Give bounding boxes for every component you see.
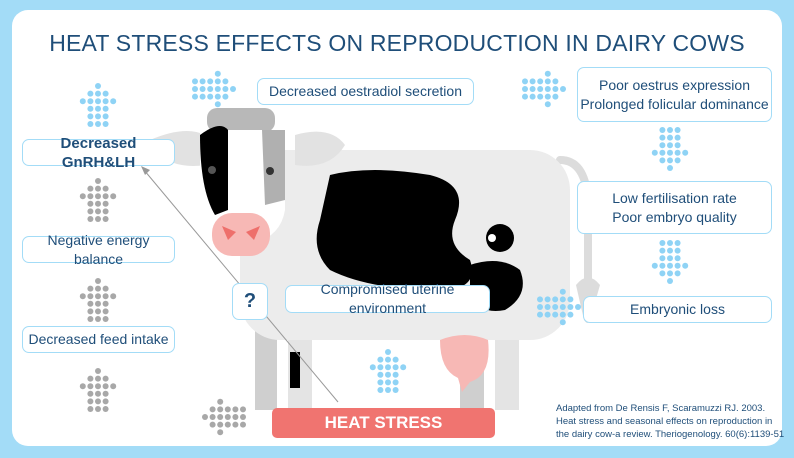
heat-stress-banner: HEAT STRESS [272, 408, 495, 438]
box-label: Compromised uterine environment [320, 281, 455, 316]
box-decreased-gnrh-lh: Decreased GnRH&LH [22, 135, 175, 171]
box-label: Embryonic loss [630, 301, 725, 317]
citation-line: Heat stress and seasonal effects on repr… [556, 416, 773, 427]
dotted-arrow-down-icon [651, 240, 689, 284]
dotted-arrow-up-icon [369, 349, 407, 393]
citation-line: Adapted from De Rensis F, Scaramuzzi RJ.… [556, 403, 766, 414]
citation-line: the dairy cow-a review. Theriogenology. … [556, 429, 785, 440]
box-poor-oestrus: Poor oestrus expression Prolonged folicul… [577, 67, 772, 122]
dotted-arrow-down-icon [651, 127, 689, 171]
box-label: Decreased oestradiol secretion [269, 83, 462, 99]
box-negative-energy: Negative energy balance [22, 232, 175, 267]
box-low-fertilisation: Low fertilisation rate Poor embryo qualit… [577, 181, 772, 234]
page-title: HEAT STRESS EFFECTS ON REPRODUCTION IN D… [49, 30, 745, 56]
dotted-arrow-right-icon [192, 70, 236, 108]
question-box: ? [232, 283, 268, 320]
dotted-arrow-right-icon [537, 288, 581, 326]
box-label: Poor oestrus expression [599, 76, 750, 93]
box-compromised-uterine: Compromised uterine environment [285, 281, 490, 316]
box-label: Poor embryo quality [612, 208, 737, 225]
box-embryonic-loss: Embryonic loss [583, 296, 772, 323]
box-label: Negative energy balance [47, 231, 150, 267]
citation: Adapted from De Rensis F, Scaramuzzi RJ.… [556, 402, 784, 441]
box-label: Prolonged folicular dominance [580, 95, 769, 112]
heat-stress-label: HEAT STRESS [324, 413, 443, 432]
dotted-arrow-up-icon [79, 178, 117, 222]
dotted-arrow-up-icon [79, 278, 117, 322]
box-label: Decreased feed intake [28, 331, 169, 347]
dotted-arrow-right-icon [522, 70, 566, 108]
box-label: Decreased GnRH&LH [60, 134, 137, 171]
dotted-arrow-up-icon [79, 368, 117, 412]
dotted-arrow-left-icon [202, 398, 246, 436]
dotted-arrow-up-icon [79, 83, 117, 127]
question-mark: ? [243, 290, 257, 312]
box-label: Low fertilisation rate [612, 189, 737, 206]
box-decreased-feed: Decreased feed intake [22, 326, 175, 353]
box-decreased-oestradiol: Decreased oestradiol secretion [257, 78, 474, 105]
